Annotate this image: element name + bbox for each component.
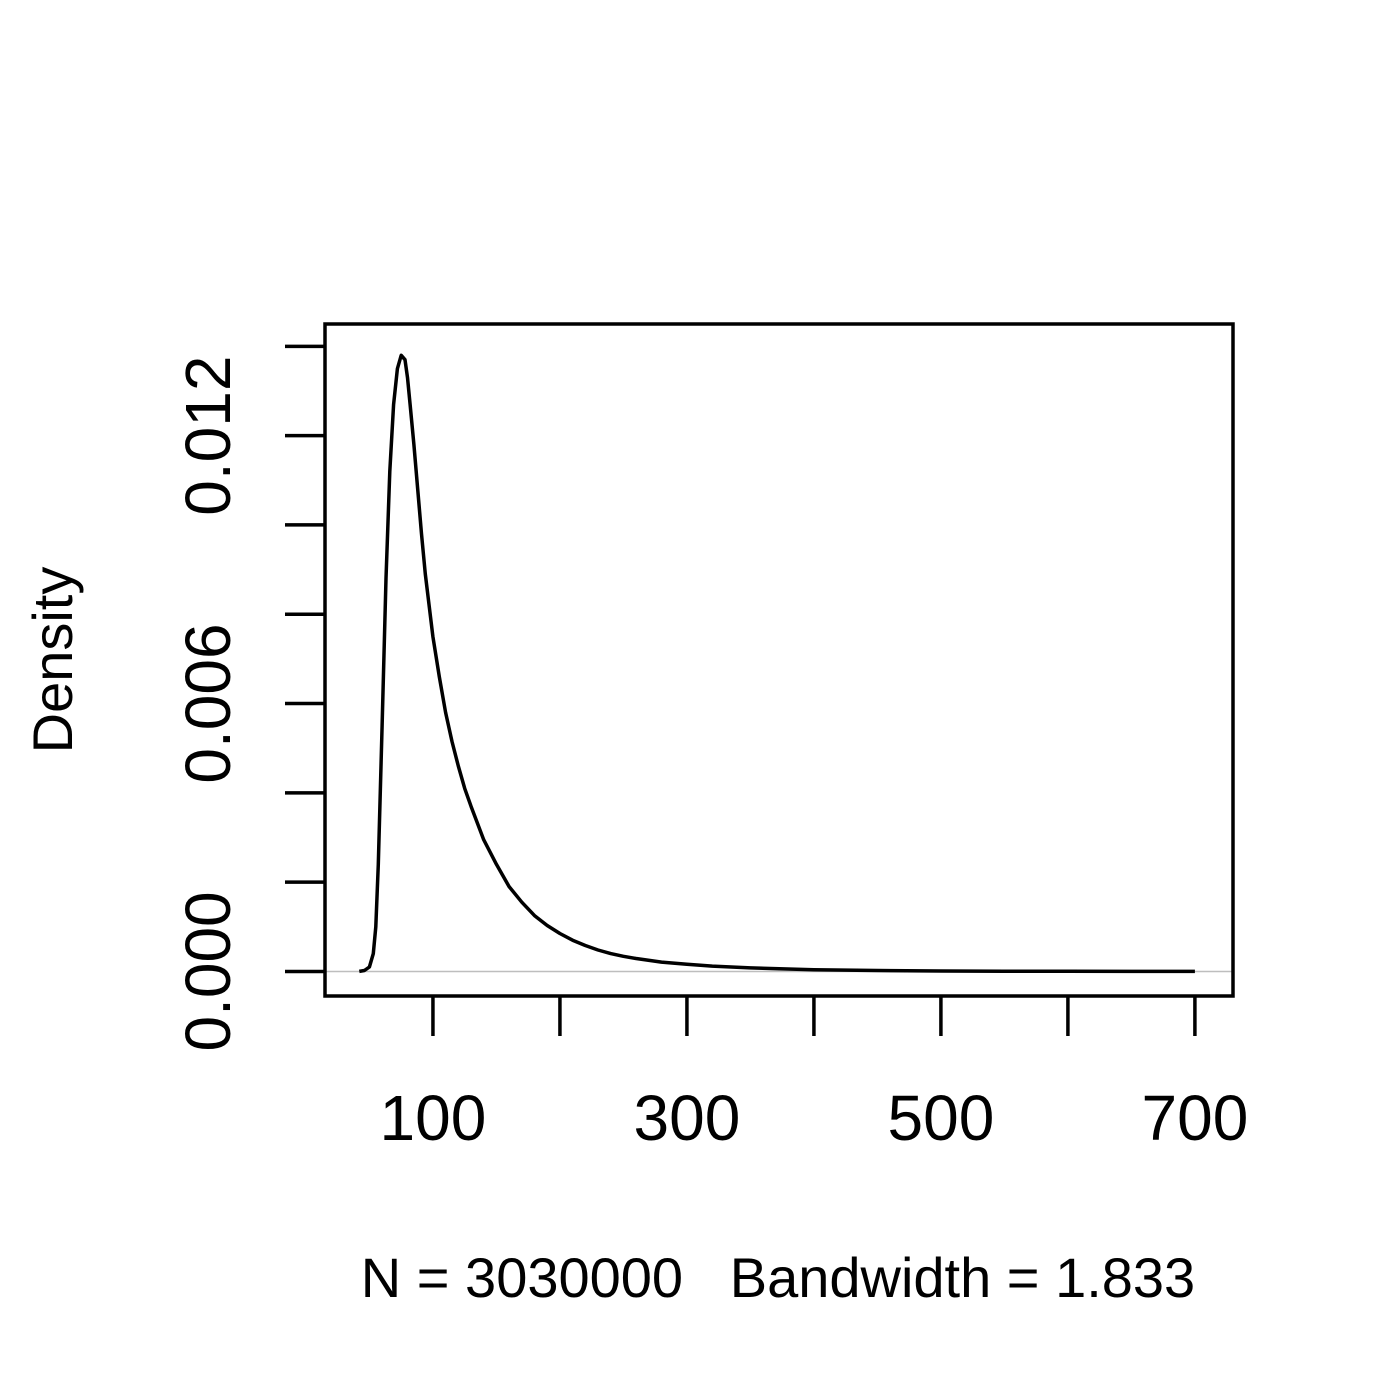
y-axis-title: Density (21, 567, 84, 754)
x-tick-label-100: 100 (380, 1082, 487, 1154)
x-tick-label-700: 700 (1142, 1082, 1249, 1154)
density-curve-0 (358, 353, 1195, 974)
plot-frame (323, 322, 1235, 998)
x-axis-title: N = 3030000 Bandwidth = 1.833 (361, 1246, 1195, 1309)
x-tick-label-300: 300 (634, 1082, 741, 1154)
y-tick-label-0: 0.000 (172, 891, 244, 1051)
plot-area: 100 300 500 700 0.000 0.006 0.012 (172, 322, 1249, 1154)
y-tick-label-3: 0.006 (172, 623, 244, 783)
x-tick-label-500: 500 (888, 1082, 995, 1154)
y-tick-label-6: 0.012 (172, 356, 244, 516)
